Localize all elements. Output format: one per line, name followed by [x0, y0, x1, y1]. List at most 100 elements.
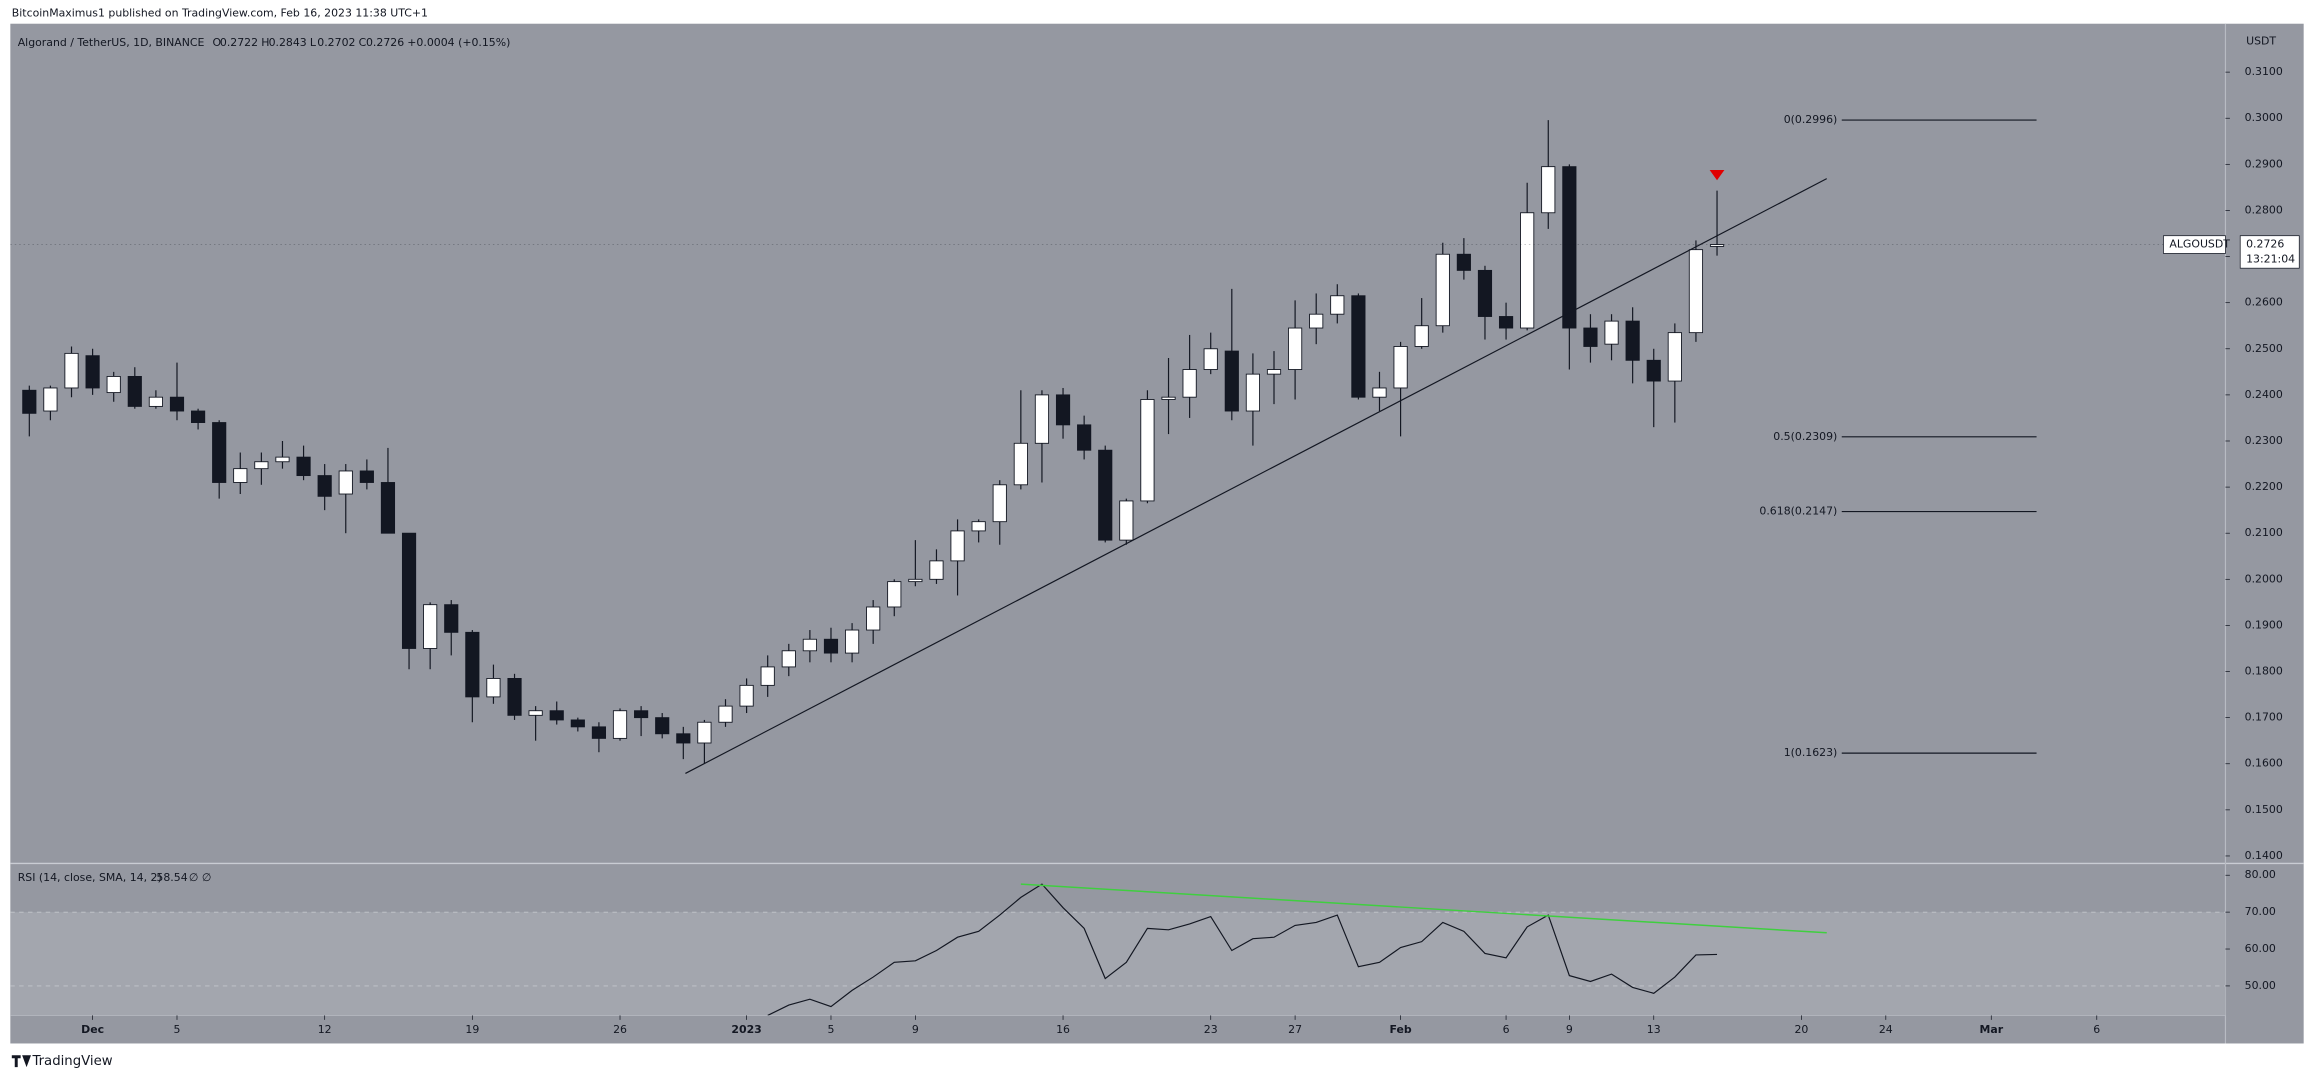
x-tick-label: 2023 [731, 1023, 761, 1036]
candle-body [1646, 359, 1661, 382]
candle-body [1224, 350, 1239, 412]
y-tick-label: 0.3100 [2245, 65, 2283, 78]
candle-body [612, 710, 628, 739]
candle-body [1245, 373, 1260, 412]
candle-body [1709, 244, 1725, 247]
x-tick-label: Mar [1979, 1023, 2003, 1036]
candle-body [423, 604, 438, 649]
candle-body [676, 733, 691, 744]
candle-body [1119, 500, 1134, 541]
candle-body [1351, 295, 1366, 398]
candle-body [254, 461, 269, 470]
candle-body [1330, 295, 1345, 315]
candle-body [1055, 394, 1071, 426]
candle-body [401, 532, 417, 649]
candle-body [781, 650, 796, 668]
candle-body [486, 678, 501, 698]
y-tick-label: 0.2800 [2245, 203, 2283, 216]
ohlc-label: L [310, 36, 317, 49]
candle-body [169, 396, 185, 412]
candle-body [655, 717, 670, 735]
countdown: 13:21:04 [2246, 252, 2295, 265]
y-tick-label: 0.1700 [2245, 711, 2283, 724]
candle-body [1034, 394, 1050, 444]
x-tick-label: 12 [318, 1023, 332, 1036]
candle-body [950, 530, 965, 562]
candle-body [549, 710, 564, 721]
candle-body [1393, 346, 1408, 389]
fib-label: 1(0.1623) [1784, 746, 1838, 759]
candle-body [127, 375, 142, 407]
y-tick-label: 0.1600 [2245, 757, 2283, 770]
y-tick-label: 0.2600 [2245, 296, 2283, 309]
price-tag [2239, 235, 2300, 269]
ohlc-value: 0.2843 [269, 36, 307, 49]
rsi-tick-label: 70.00 [2245, 905, 2276, 918]
x-tick-label: 26 [613, 1023, 627, 1036]
candle-body [1583, 327, 1598, 347]
x-tick-label: Feb [1389, 1023, 1411, 1036]
y-tick-label: 0.2300 [2245, 434, 2283, 447]
x-tick-label: 5 [828, 1023, 835, 1036]
candle-body [1266, 369, 1282, 375]
rsi-title: RSI (14, close, SMA, 14, 2) [18, 871, 162, 884]
candle-body [1562, 166, 1577, 329]
publisher: BitcoinMaximus1 published on TradingView… [12, 6, 428, 19]
candle-body [212, 422, 227, 483]
candle-body [908, 578, 923, 583]
rsi-band [10, 912, 2226, 1016]
candle-body [1604, 320, 1619, 345]
ohlc-label: O [213, 36, 222, 49]
candle-body [359, 470, 374, 483]
ohlc-label: H [261, 36, 269, 49]
candle-body [739, 684, 754, 707]
candle-body [866, 606, 881, 631]
background [10, 23, 2304, 1044]
candle-body [1688, 249, 1704, 334]
y-tick-label: 0.2400 [2245, 388, 2283, 401]
candle-body [1288, 327, 1303, 370]
y-tick-label: 0.3000 [2245, 111, 2283, 124]
candle-body [802, 638, 817, 652]
candle-body [380, 482, 396, 534]
candle-body [634, 710, 649, 719]
candle-body [1414, 325, 1429, 347]
currency: USDT [2246, 34, 2276, 47]
candle-body [823, 638, 839, 654]
candle-body [507, 678, 522, 716]
candle-body [1456, 253, 1471, 271]
x-tick-label: 20 [1794, 1023, 1808, 1036]
candle-body [338, 470, 353, 495]
candle-body [85, 355, 100, 389]
candle-body [591, 726, 607, 739]
candle-body [1372, 387, 1387, 398]
candle-body [887, 581, 902, 608]
candle-body [760, 666, 775, 686]
price-tag-label: 0.2726 [2246, 238, 2284, 251]
y-tick-label: 0.2100 [2245, 526, 2283, 539]
y-tick-label: 0.1500 [2245, 803, 2283, 816]
candle-body [1477, 269, 1493, 317]
change: +0.0004 (+0.15%) [407, 36, 510, 49]
brand: TradingView [31, 1054, 112, 1069]
candle-body [22, 389, 37, 414]
candle-body [1140, 399, 1155, 502]
candle-body [528, 710, 543, 716]
y-tick-label: 0.2000 [2245, 572, 2283, 585]
rsi-value: 58.54 [156, 871, 187, 884]
trendline [685, 178, 1828, 774]
candle-body [697, 721, 712, 744]
rsi-line [767, 883, 1718, 1016]
candle-body [465, 631, 480, 698]
fib-label: 0.618(0.2147) [1759, 505, 1837, 518]
y-tick-label: 0.2500 [2245, 342, 2283, 355]
candle-body [1625, 320, 1640, 361]
fib-label: 0(0.2996) [1784, 113, 1838, 126]
y-tick-label: 0.1900 [2245, 618, 2283, 631]
rsi-tick-label: 50.00 [2245, 979, 2276, 992]
ohlc-value: 0.2722 [220, 36, 258, 49]
candles [22, 120, 1725, 764]
ohlc-value: 0.2702 [317, 36, 355, 49]
y-tick-label: 0.2200 [2245, 480, 2283, 493]
